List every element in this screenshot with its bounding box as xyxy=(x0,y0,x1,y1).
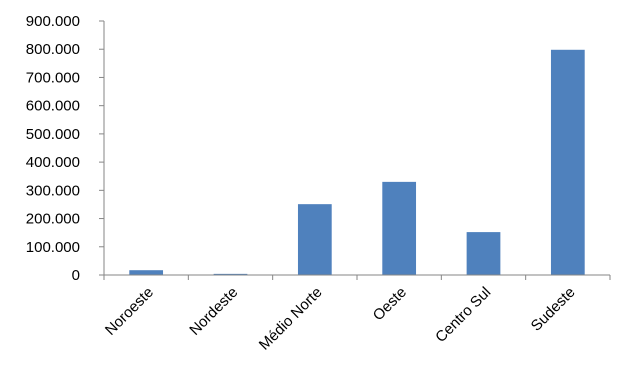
bar-noroeste xyxy=(129,270,164,275)
bar-médio-norte xyxy=(297,204,332,275)
bar-centro-sul xyxy=(466,232,501,275)
x-tick-label: Sudeste xyxy=(528,284,579,335)
y-tick-label: 400.000 xyxy=(26,154,80,171)
y-tick-label: 900.000 xyxy=(26,13,80,30)
y-tick-label: 300.000 xyxy=(26,182,80,199)
bar-oeste xyxy=(382,181,417,275)
x-tick-label: Oeste xyxy=(370,284,410,324)
bar-nordeste xyxy=(213,273,248,275)
y-tick-label: 800.000 xyxy=(26,41,80,58)
x-tick-label: Médio Norte xyxy=(256,284,326,354)
x-tick-label: Noroeste xyxy=(102,284,157,339)
y-axis-ticks: 0 100.000 200.000 300.000 400.000 500.000 600.… xyxy=(26,13,80,284)
y-tick-label: 700.000 xyxy=(26,69,80,86)
y-tick-label: 0 xyxy=(72,267,80,284)
y-tick-label: 100.000 xyxy=(26,239,80,256)
bar-sudeste xyxy=(550,49,585,275)
x-tick-label: Nordeste xyxy=(186,284,241,339)
axes xyxy=(99,20,611,280)
x-tick-label: Centro Sul xyxy=(432,284,494,346)
y-tick-label: 500.000 xyxy=(26,126,80,143)
y-tick-label: 600.000 xyxy=(26,98,80,115)
y-tick-label: 200.000 xyxy=(26,211,80,228)
x-axis-labels: Noroeste Nordeste Médio Norte Oeste Centro S… xyxy=(102,284,579,354)
bars xyxy=(129,49,585,275)
